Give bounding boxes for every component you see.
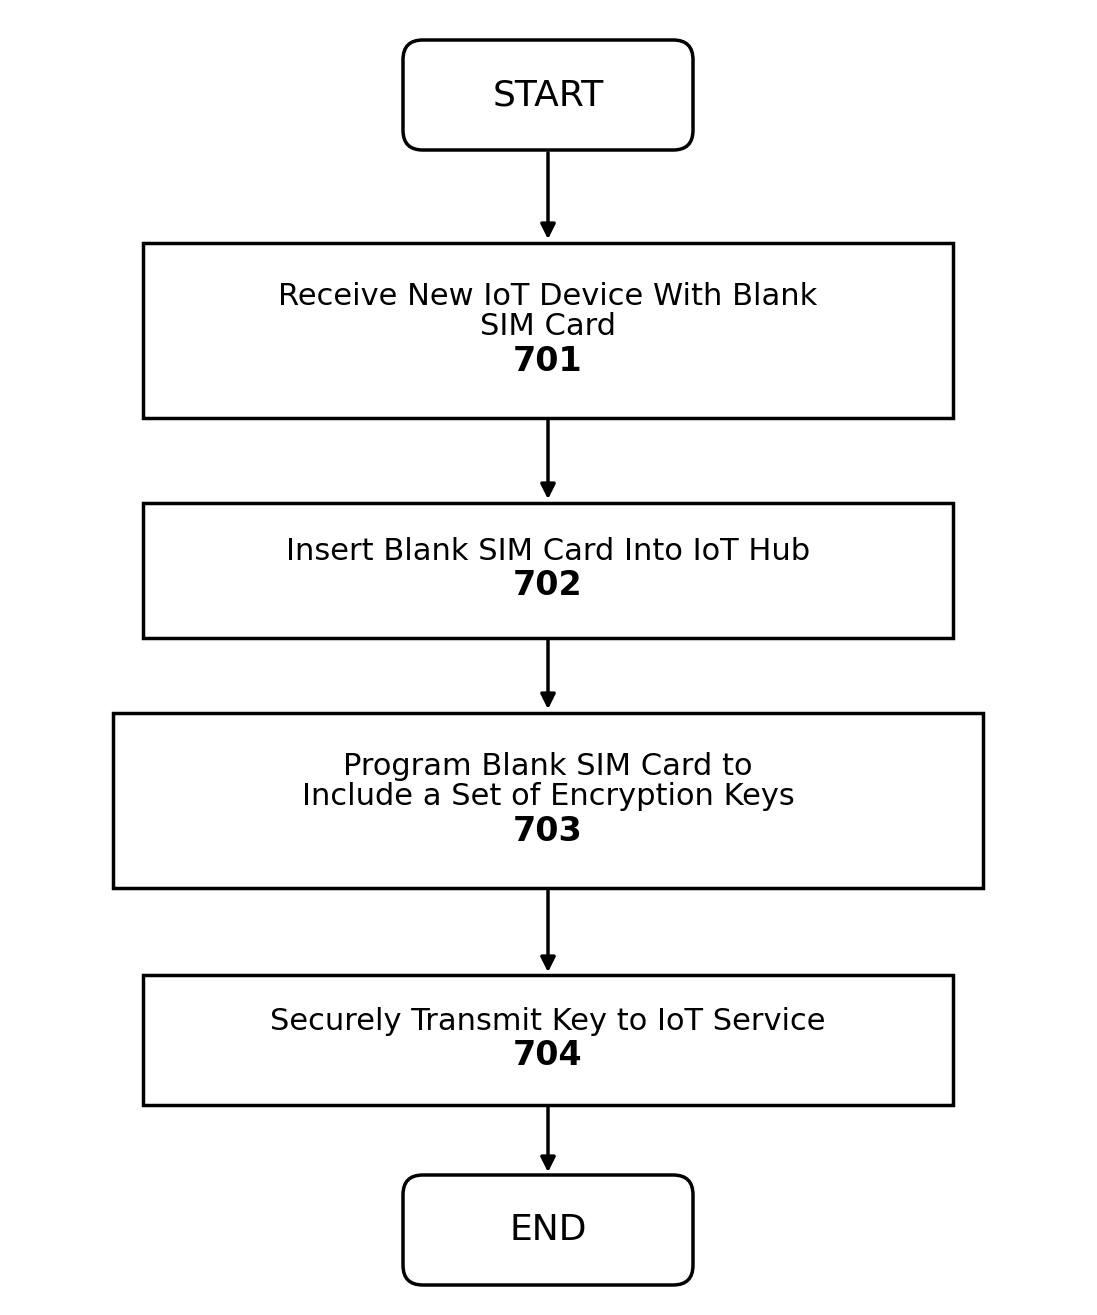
FancyBboxPatch shape [403,1176,693,1285]
Text: 701: 701 [513,345,583,377]
Bar [143,502,953,638]
Text: 703: 703 [513,814,583,848]
Bar [143,974,953,1105]
Text: 702: 702 [513,569,583,602]
Bar [143,242,953,417]
Text: SIM Card: SIM Card [480,313,617,342]
Text: Insert Blank SIM Card Into IoT Hub: Insert Blank SIM Card Into IoT Hub [286,537,810,565]
Text: START: START [493,78,603,112]
FancyBboxPatch shape [403,39,693,150]
Bar [113,713,983,888]
Text: Program Blank SIM Card to: Program Blank SIM Card to [343,752,753,781]
Text: 704: 704 [513,1039,583,1072]
Text: END: END [509,1212,587,1247]
Text: Securely Transmit Key to IoT Service: Securely Transmit Key to IoT Service [270,1007,826,1036]
Text: Include a Set of Encryption Keys: Include a Set of Encryption Keys [302,782,794,811]
Text: Receive New IoT Device With Blank: Receive New IoT Device With Blank [279,281,817,310]
